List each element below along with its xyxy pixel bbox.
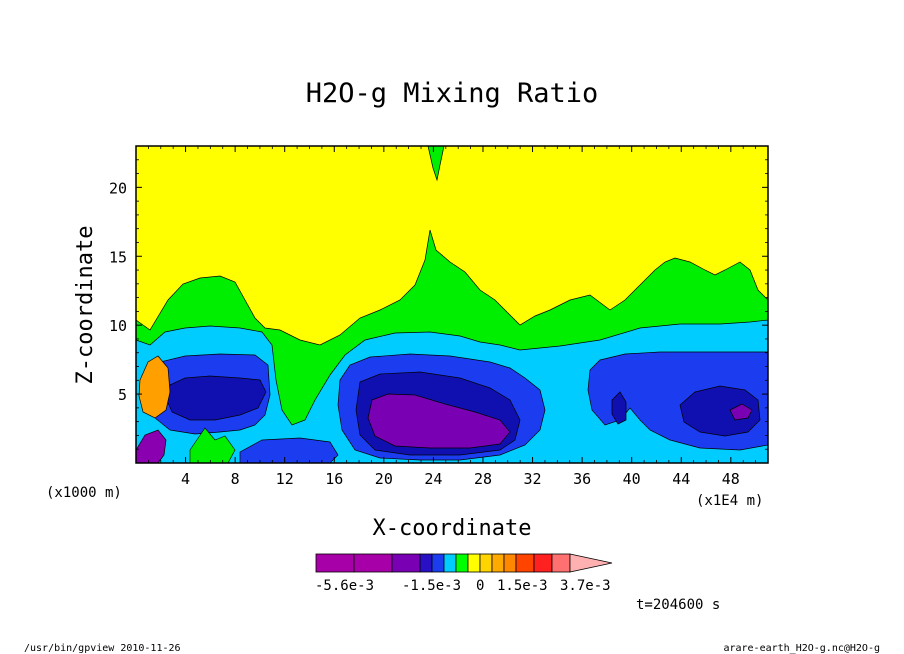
- x-tick-label: 32: [524, 470, 542, 488]
- y-tick-label: 15: [109, 248, 127, 266]
- colorbar-label: 1.5e-3: [497, 578, 548, 594]
- x-tick-label: 16: [325, 470, 343, 488]
- time-label: t=204600 s: [636, 597, 720, 613]
- colorbar-swatch: [315, 553, 355, 573]
- region-purple-left: [136, 429, 167, 463]
- region-green-top: [427, 146, 445, 182]
- colorbar-swatch: [431, 553, 445, 573]
- footer-right: arare-earth_H2O-g.nc@H2O-g: [723, 643, 880, 654]
- x-tick-label: 36: [573, 470, 591, 488]
- x-axis: 4 8 12 16 20 24 28 32 36 40 44 48: [147, 146, 757, 488]
- colorbar-swatch: [419, 553, 433, 573]
- colorbar-swatch: [353, 553, 393, 573]
- x-tick-label: 8: [231, 470, 240, 488]
- chart-title: H2O-g Mixing Ratio: [306, 78, 599, 109]
- region-dark-blue: [165, 375, 267, 421]
- y-tick-label: 5: [118, 386, 127, 404]
- x-tick-label: 48: [722, 470, 740, 488]
- colorbar-swatch: [503, 553, 517, 573]
- contour-field: [136, 146, 768, 463]
- colorbar-swatch: [515, 553, 535, 573]
- x-tick-label: 40: [623, 470, 641, 488]
- region-dark-blue-right: [679, 385, 761, 437]
- region-blue-bottom: [239, 437, 339, 463]
- y-axis-label: Z-coordinate: [73, 226, 98, 385]
- region-green-bottom: [189, 427, 236, 463]
- colorbar-label: -1.5e-3: [402, 578, 461, 594]
- y-tick-label: 20: [109, 179, 127, 197]
- colorbar-labels: -5.6e-3 -1.5e-3 0 1.5e-3 3.7e-3: [315, 578, 611, 594]
- colorbar-swatch: [455, 553, 469, 573]
- colorbar-swatch: [551, 553, 571, 573]
- x-unit-left: (x1000 m): [46, 485, 122, 501]
- x-tick-label: 24: [424, 470, 442, 488]
- y-tick-label: 10: [109, 317, 127, 335]
- colorbar-label: 0: [476, 578, 484, 594]
- x-unit-right: (x1E4 m): [696, 493, 763, 509]
- x-tick-label: 28: [474, 470, 492, 488]
- colorbar-label: -5.6e-3: [315, 578, 374, 594]
- plot-frame: [135, 145, 769, 464]
- x-tick-label: 12: [276, 470, 294, 488]
- region-orange: [138, 355, 171, 419]
- colorbar-swatch: [491, 553, 505, 573]
- colorbar: [315, 553, 613, 573]
- footer-left: /usr/bin/gpview 2010-11-26: [24, 643, 181, 654]
- colorbar-swatch: [533, 553, 553, 573]
- x-tick-label: 20: [375, 470, 393, 488]
- region-dark-blue-left-small: [611, 391, 627, 425]
- colorbar-arrow: [569, 553, 613, 573]
- region-purple: [367, 393, 511, 449]
- colorbar-swatch: [443, 553, 457, 573]
- x-tick-label: 4: [181, 470, 190, 488]
- x-tick-label: 44: [672, 470, 690, 488]
- colorbar-swatch: [479, 553, 493, 573]
- region-purple-right: [729, 403, 753, 421]
- colorbar-label: 3.7e-3: [560, 578, 611, 594]
- y-axis: 5 10 15 20: [109, 159, 768, 450]
- colorbar-swatch: [391, 553, 421, 573]
- colorbar-swatch: [467, 553, 481, 573]
- x-axis-label: X-coordinate: [373, 516, 532, 541]
